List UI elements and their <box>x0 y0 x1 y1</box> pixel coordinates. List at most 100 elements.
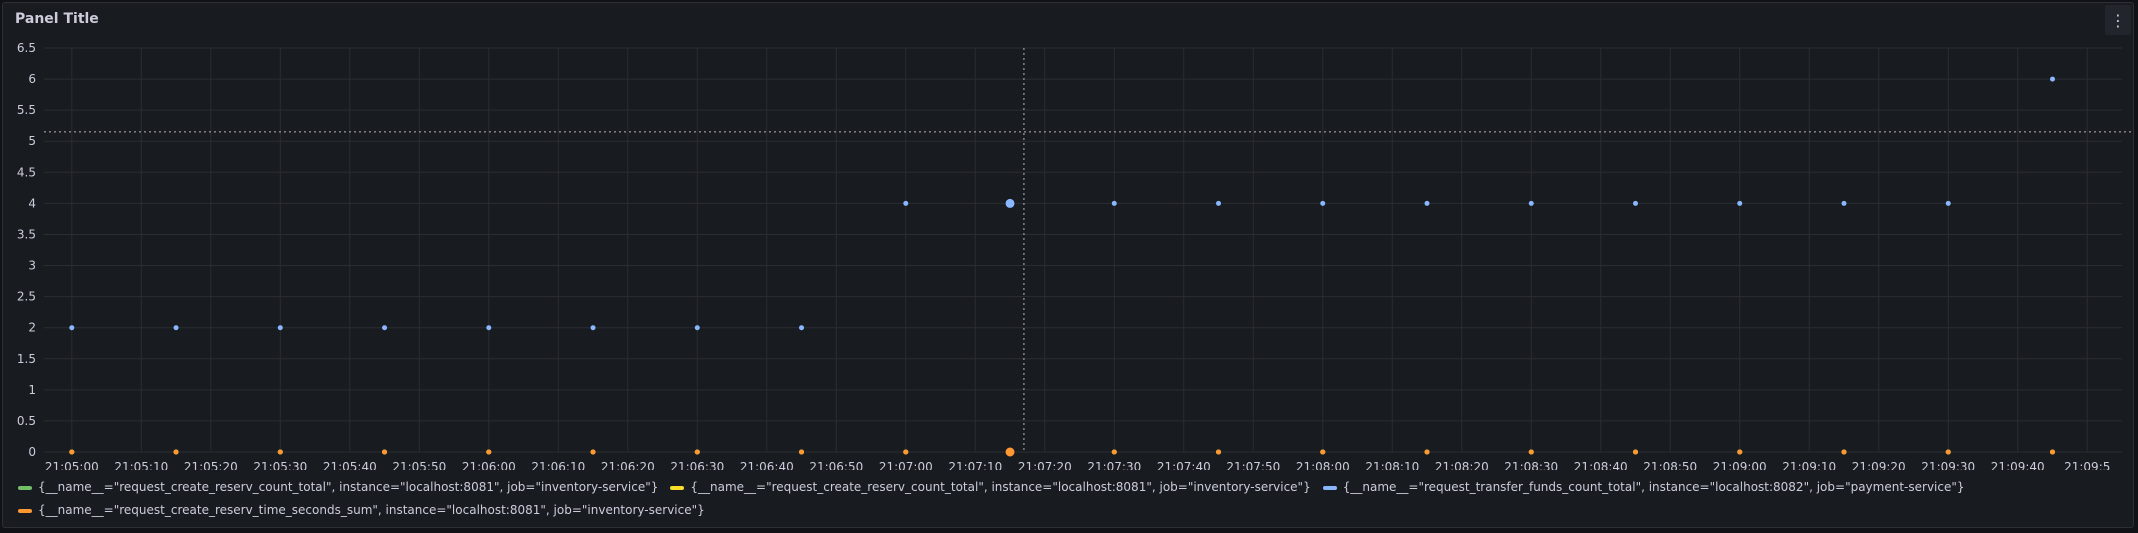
legend-swatch <box>1322 485 1337 490</box>
x-tick-label: 21:07:00 <box>879 460 933 470</box>
y-tick-label: 6.5 <box>17 41 36 55</box>
legend-label: {__name__="request_transfer_funds_count_… <box>1342 480 1965 494</box>
data-point <box>1111 200 1117 206</box>
y-tick-label: 0.5 <box>17 414 36 428</box>
legend-item-blue[interactable]: {__name__="request_transfer_funds_count_… <box>1322 476 1965 499</box>
y-tick-label: 3 <box>28 259 36 273</box>
y-tick-label: 2 <box>28 321 36 335</box>
y-tick-label: 3.5 <box>17 227 36 241</box>
data-point <box>1216 449 1222 455</box>
x-tick-label: 21:08:00 <box>1296 460 1350 470</box>
data-point <box>1424 200 1430 206</box>
data-point <box>694 325 700 331</box>
x-tick-label: 21:07:40 <box>1157 460 1211 470</box>
x-tick-label: 21:09:10 <box>1782 460 1836 470</box>
data-point <box>486 449 492 455</box>
data-point <box>2050 76 2056 82</box>
data-point <box>1633 449 1639 455</box>
y-tick-label: 5 <box>28 134 36 148</box>
x-tick-label: 21:05:50 <box>392 460 446 470</box>
data-point <box>1737 449 1743 455</box>
y-tick-label: 0 <box>28 445 36 459</box>
x-tick-label: 21:08:50 <box>1643 460 1697 470</box>
y-tick-label: 5.5 <box>17 103 36 117</box>
y-tick-label: 2.5 <box>17 290 36 304</box>
x-tick-label: 21:08:40 <box>1574 460 1628 470</box>
x-tick-label: 21:07:20 <box>1018 460 1072 470</box>
legend-item-orange[interactable]: {__name__="request_create_reserv_time_se… <box>18 499 705 522</box>
x-tick-label: 21:09:00 <box>1713 460 1767 470</box>
x-tick-label: 21:05:20 <box>184 460 238 470</box>
x-tick-label: 21:09:20 <box>1852 460 1906 470</box>
data-point <box>1633 200 1639 206</box>
x-tick-label: 21:05:30 <box>253 460 307 470</box>
legend-item-yellow[interactable]: {__name__="request_create_reserv_count_t… <box>670 476 1311 499</box>
x-tick-label: 21:07:30 <box>1087 460 1141 470</box>
x-tick-label: 21:09:40 <box>1991 460 2045 470</box>
data-point <box>1320 200 1326 206</box>
data-point <box>382 449 388 455</box>
y-tick-label: 4.5 <box>17 165 36 179</box>
data-point <box>903 449 909 455</box>
panel-menu-button[interactable]: ⋮ <box>2105 5 2131 35</box>
data-point <box>382 325 388 331</box>
legend: {__name__="request_create_reserv_count_t… <box>18 476 2118 522</box>
legend-swatch <box>670 485 685 490</box>
data-point <box>69 449 75 455</box>
data-point <box>590 325 596 331</box>
data-point <box>1216 200 1222 206</box>
x-tick-label: 21:07:50 <box>1226 460 1280 470</box>
legend-label: {__name__="request_create_reserv_count_t… <box>38 480 659 494</box>
y-tick-label: 1 <box>28 383 36 397</box>
data-point <box>2050 449 2056 455</box>
data-point <box>486 325 492 331</box>
data-point <box>1111 449 1117 455</box>
panel-title: Panel Title <box>15 11 99 27</box>
data-point <box>1841 449 1847 455</box>
x-tick-label: 21:09:30 <box>1921 460 1975 470</box>
data-point <box>69 325 75 331</box>
data-point <box>277 325 283 331</box>
data-point <box>799 449 805 455</box>
data-point <box>1004 446 1016 458</box>
x-tick-label: 21:06:50 <box>809 460 863 470</box>
scatter-chart[interactable]: 0 0.5 1 1.5 2 2.5 3 3.5 4 4.5 5 5.5 6 6.5 21:05:00 21:0… <box>0 0 2138 470</box>
data-point <box>1528 200 1534 206</box>
y-tick-label: 6 <box>28 72 36 86</box>
data-point <box>694 449 700 455</box>
x-tick-label: 21:06:30 <box>670 460 724 470</box>
data-point <box>1945 449 1951 455</box>
x-tick-label: 21:05:10 <box>114 460 168 470</box>
data-point <box>173 325 179 331</box>
legend-swatch <box>18 485 32 490</box>
x-tick-label: 21:07:10 <box>948 460 1002 470</box>
kebab-menu-icon: ⋮ <box>2110 10 2126 30</box>
legend-label: {__name__="request_create_reserv_time_se… <box>38 503 705 517</box>
x-tick-label: 21:08:30 <box>1504 460 1558 470</box>
data-point <box>1945 200 1951 206</box>
data-point <box>1320 449 1326 455</box>
x-tick-label: 21:08:10 <box>1365 460 1419 470</box>
data-point <box>590 449 596 455</box>
x-tick-label: 21:05:00 <box>45 460 99 470</box>
data-point <box>799 325 805 331</box>
x-tick-label: 21:09:5 <box>2064 460 2110 470</box>
x-tick-label: 21:06:40 <box>740 460 794 470</box>
y-tick-label: 4 <box>28 196 36 210</box>
data-point <box>277 449 283 455</box>
legend-label: {__name__="request_create_reserv_count_t… <box>690 480 1311 494</box>
data-point <box>903 200 909 206</box>
legend-swatch <box>18 508 32 513</box>
x-tick-label: 21:06:20 <box>601 460 655 470</box>
data-point <box>1841 200 1847 206</box>
data-point <box>1737 200 1743 206</box>
x-tick-label: 21:06:10 <box>531 460 585 470</box>
data-point <box>1004 197 1016 209</box>
x-tick-label: 21:05:40 <box>323 460 377 470</box>
x-tick-label: 21:08:20 <box>1435 460 1489 470</box>
x-tick-label: 21:06:00 <box>462 460 516 470</box>
legend-item-green[interactable]: {__name__="request_create_reserv_count_t… <box>18 476 658 499</box>
y-tick-label: 1.5 <box>17 352 36 366</box>
data-point <box>173 449 179 455</box>
